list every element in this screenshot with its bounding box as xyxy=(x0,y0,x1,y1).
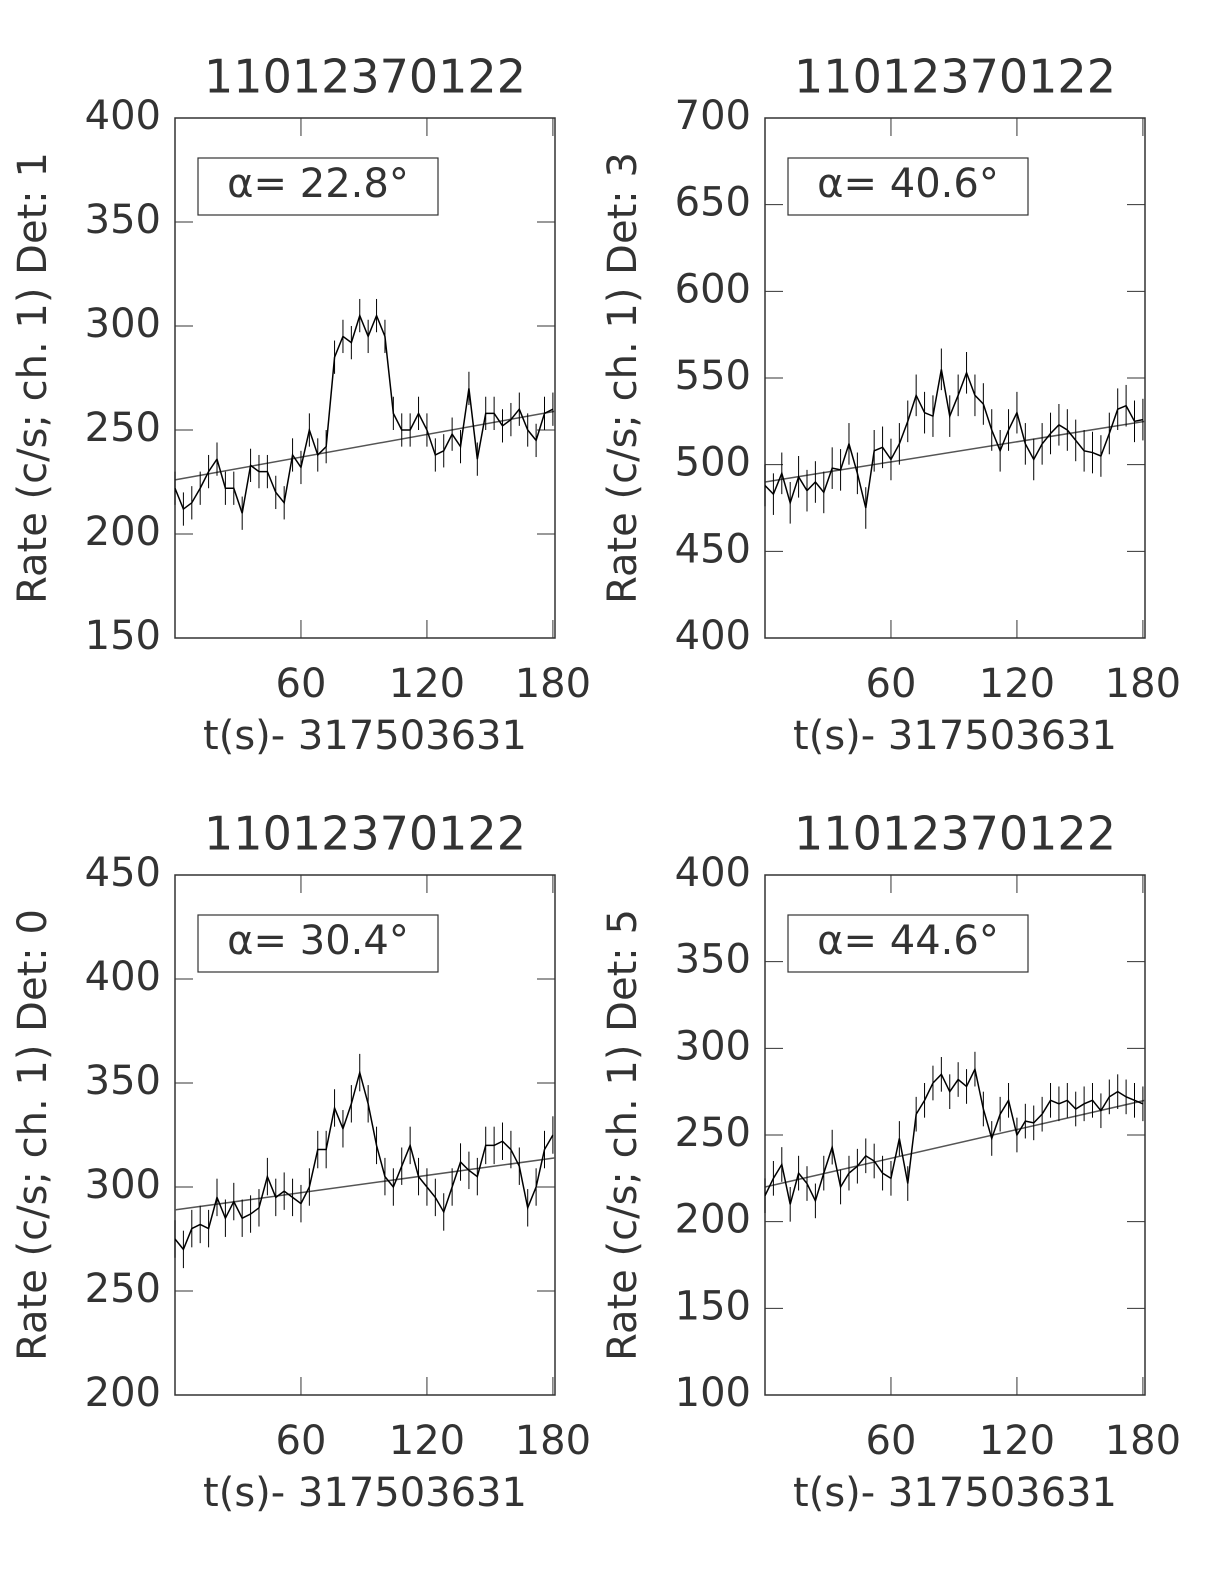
x-tick-label: 60 xyxy=(276,1418,327,1464)
y-axis-label: Rate (c/s; ch. 1) Det: 3 xyxy=(600,152,646,604)
annotation: α= 40.6° xyxy=(817,161,999,207)
y-axis-label: Rate (c/s; ch. 1) Det: 5 xyxy=(600,909,646,1361)
annotation: α= 22.8° xyxy=(227,161,409,207)
x-axis-label: t(s)- 317503631 xyxy=(203,1470,527,1516)
fit-line xyxy=(764,1099,1146,1188)
fit-line xyxy=(764,420,1146,483)
y-tick-label: 350 xyxy=(675,937,751,983)
x-tick-label: 60 xyxy=(866,661,917,707)
x-tick-label: 180 xyxy=(515,661,591,707)
y-axis-label: Rate (c/s; ch. 1) Det: 1 xyxy=(10,152,56,604)
y-tick-label: 550 xyxy=(675,353,751,399)
annotation: α= 30.4° xyxy=(227,918,409,964)
x-axis-label: t(s)- 317503631 xyxy=(203,713,527,759)
panel-title: 11012370122 xyxy=(794,50,1116,104)
y-tick-label: 200 xyxy=(85,1370,161,1416)
y-tick-label: 600 xyxy=(675,266,751,312)
y-tick-label: 300 xyxy=(85,1162,161,1208)
panel-title: 11012370122 xyxy=(204,807,526,861)
annotation: α= 44.6° xyxy=(817,918,999,964)
annotation-box xyxy=(197,157,439,216)
panel-title: 11012370122 xyxy=(204,50,526,104)
data-line xyxy=(174,1069,554,1251)
x-tick-label: 120 xyxy=(389,661,465,707)
data-line xyxy=(764,1066,1144,1205)
panel: 11012370122 100 150 200 250 300 350 400 60 120 180… xyxy=(600,807,1181,1517)
y-tick-label: 700 xyxy=(675,93,751,139)
x-tick-label: 180 xyxy=(1105,661,1181,707)
x-axis-label: t(s)- 317503631 xyxy=(793,1470,1117,1516)
x-tick-label: 60 xyxy=(276,661,327,707)
fit-line xyxy=(174,1157,556,1211)
y-tick-label: 200 xyxy=(675,1197,751,1243)
x-axis-label: t(s)- 317503631 xyxy=(793,713,1117,759)
x-tick-label: 60 xyxy=(866,1418,917,1464)
annotation-box xyxy=(197,914,439,973)
annotation-box xyxy=(787,157,1029,216)
panel: 11012370122 200 250 300 350 400 450 60 120 180 t(s… xyxy=(10,807,591,1517)
y-tick-label: 250 xyxy=(85,405,161,451)
x-tick-label: 120 xyxy=(979,1418,1055,1464)
y-tick-label: 300 xyxy=(675,1023,751,1069)
y-tick-label: 400 xyxy=(675,613,751,659)
y-tick-label: 100 xyxy=(675,1370,751,1416)
x-tick-label: 180 xyxy=(1105,1418,1181,1464)
panel: 11012370122 400 450 500 550 600 650 700 60 120 180… xyxy=(600,50,1181,760)
fit-line xyxy=(174,410,556,481)
y-tick-label: 400 xyxy=(85,93,161,139)
y-tick-label: 500 xyxy=(675,440,751,486)
y-tick-label: 150 xyxy=(675,1283,751,1329)
y-tick-label: 350 xyxy=(85,1058,161,1104)
y-tick-label: 250 xyxy=(675,1110,751,1156)
x-tick-label: 120 xyxy=(389,1418,465,1464)
x-tick-label: 180 xyxy=(515,1418,591,1464)
plot-frame xyxy=(174,117,556,639)
y-tick-label: 400 xyxy=(675,850,751,896)
annotation-box xyxy=(787,914,1029,973)
data-line xyxy=(174,313,554,514)
x-tick-label: 120 xyxy=(979,661,1055,707)
y-tick-label: 250 xyxy=(85,1266,161,1312)
panel: 11012370122 150 200 250 300 350 400 60 120 180 t(s… xyxy=(10,50,591,760)
y-tick-label: 350 xyxy=(85,197,161,243)
y-axis-label: Rate (c/s; ch. 1) Det: 0 xyxy=(10,909,56,1361)
y-tick-label: 200 xyxy=(85,509,161,555)
plot-frame xyxy=(174,874,556,1396)
data-line xyxy=(764,369,1144,509)
y-tick-label: 400 xyxy=(85,954,161,1000)
y-tick-label: 300 xyxy=(85,301,161,347)
y-tick-label: 150 xyxy=(85,613,161,659)
panel-title: 11012370122 xyxy=(794,807,1116,861)
y-tick-label: 450 xyxy=(675,526,751,572)
y-tick-label: 450 xyxy=(85,850,161,896)
y-tick-label: 650 xyxy=(675,180,751,226)
